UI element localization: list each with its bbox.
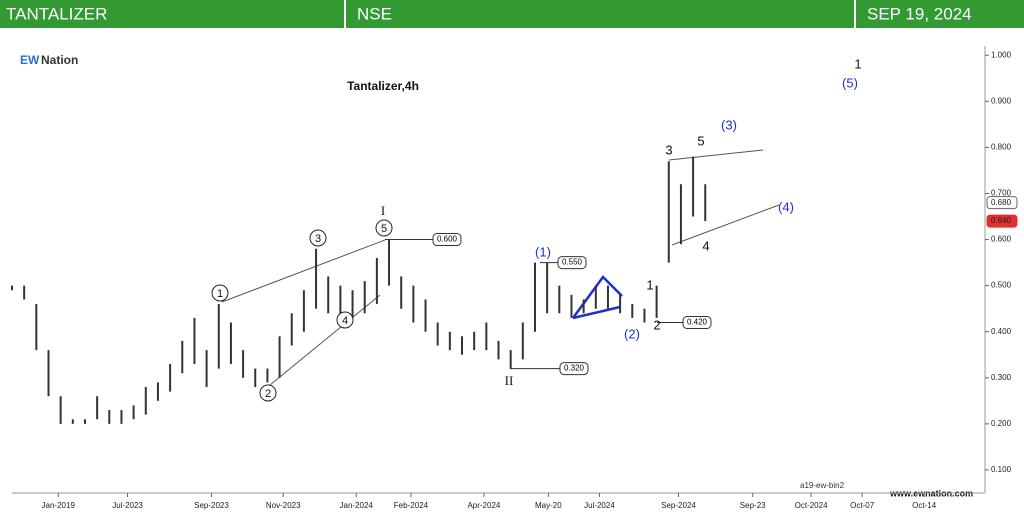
price-box [682, 315, 712, 329]
x-tick-label: Sep-2023 [194, 501, 229, 510]
y-tick-label: 0.800 [991, 142, 1012, 151]
x-tick-label: Nov-2023 [266, 501, 301, 510]
y-tick-label: 0.100 [991, 465, 1012, 474]
wave-label: 2 [653, 317, 660, 332]
wave-label: (1) [535, 244, 551, 259]
wave-label: (3) [721, 117, 737, 132]
y-tick-label: 0.300 [991, 373, 1012, 382]
x-tick-label: Feb-2024 [394, 501, 429, 510]
x-tick-label: Jan-2024 [340, 501, 374, 510]
price-label: 0.320 [564, 364, 585, 373]
trend-line [668, 149, 764, 161]
trend-line [269, 294, 381, 386]
logo-mark: EW [20, 53, 40, 67]
x-tick-label: Oct-2024 [795, 501, 828, 510]
exchange: NSE [357, 4, 392, 23]
wave-label: I [381, 203, 385, 218]
y-tick-label: 0.600 [991, 235, 1012, 244]
y-tick-label: 1.000 [991, 50, 1012, 59]
wave-label: 4 [342, 315, 348, 327]
y-tick-label: 0.200 [991, 419, 1012, 428]
price-box [559, 362, 589, 376]
y-tick-label: 0.500 [991, 281, 1012, 290]
price-label: 0.600 [437, 235, 458, 244]
x-tick-label: Sep-2024 [661, 501, 696, 510]
price-box [432, 233, 462, 247]
y-tick-label: 0.700 [991, 189, 1012, 198]
wave-label: (4) [778, 199, 794, 214]
last-price-box [986, 214, 1018, 228]
wave-label: 4 [702, 238, 709, 253]
x-tick-label: Apr-2024 [467, 501, 500, 510]
y-tick-label: 0.900 [991, 96, 1012, 105]
wave-label: 5 [381, 223, 387, 235]
chart-code: a19-ew-bin2 [800, 481, 845, 490]
wave-label: (5) [842, 75, 858, 90]
x-tick-label: Oct-14 [912, 501, 937, 510]
prev-price-box [986, 196, 1018, 210]
wave-circle [336, 311, 354, 329]
prev-price-label: 0.680 [991, 198, 1012, 207]
last-price-label: 0.640 [991, 216, 1012, 225]
price-box [557, 256, 587, 270]
wave-label: (2) [624, 326, 640, 341]
x-tick-label: Jul-2023 [112, 501, 143, 510]
trend-line [221, 239, 386, 303]
x-tick-label: Oct-07 [850, 501, 875, 510]
wave-label: 1 [646, 277, 653, 292]
header-bar [0, 0, 1024, 28]
x-tick-label: Jul-2024 [584, 501, 615, 510]
wave-label: 3 [315, 233, 321, 245]
x-tick-label: Sep-23 [740, 501, 766, 510]
wave-label: 1 [217, 288, 223, 300]
wave-label: 1 [854, 56, 861, 71]
wave-label: 3 [665, 142, 672, 157]
wave-circle [375, 219, 393, 237]
logo-name: Nation [41, 53, 78, 67]
wave-circle [259, 384, 277, 402]
trend-line [671, 204, 780, 246]
symbol: TANTALIZER [6, 4, 107, 23]
x-tick-label: May-20 [535, 501, 562, 510]
x-tick-label: Jan-2019 [42, 501, 76, 510]
date: SEP 19, 2024 [867, 4, 972, 23]
price-label: 0.550 [562, 258, 583, 267]
wave-label: II [505, 373, 514, 388]
wave-circle [211, 284, 229, 302]
chart-title: Tantalizer,4h [347, 79, 419, 93]
y-tick-label: 0.400 [991, 327, 1012, 336]
wave-label: 2 [265, 388, 271, 400]
wave-circle [309, 229, 327, 247]
triangle-line [572, 305, 621, 320]
wave-label: 5 [697, 133, 704, 148]
price-label: 0.420 [687, 318, 708, 327]
